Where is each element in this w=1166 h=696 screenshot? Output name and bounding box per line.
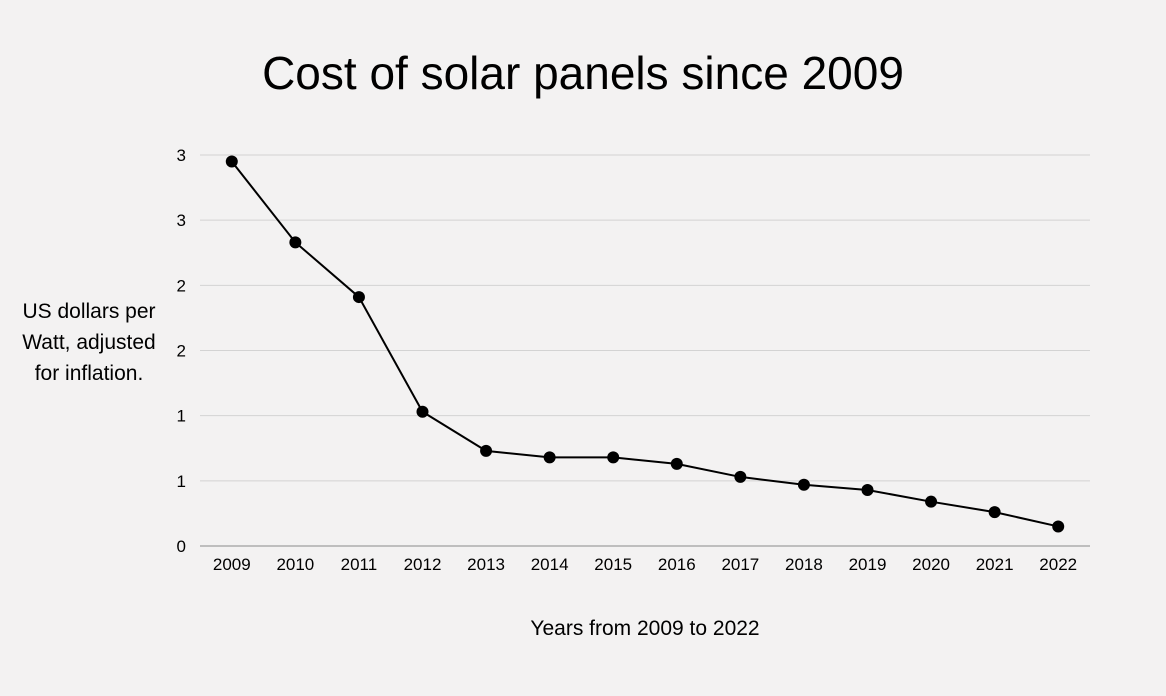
x-tick-label: 2017 [721, 555, 759, 574]
data-point [543, 451, 556, 464]
data-point [480, 444, 493, 457]
data-point [925, 495, 938, 508]
x-tick-label: 2010 [276, 555, 314, 574]
y-axis-label: US dollars per Watt, adjusted for inflat… [22, 300, 156, 385]
x-tick-label: 2021 [976, 555, 1014, 574]
gridlines [200, 154, 1090, 547]
x-tick-label: 2009 [213, 555, 251, 574]
data-point [352, 291, 365, 304]
data-point [416, 405, 429, 418]
x-tick-label: 2016 [658, 555, 696, 574]
data-point [289, 236, 302, 249]
x-tick-label: 2013 [467, 555, 505, 574]
x-tick-label: 2011 [341, 555, 378, 574]
data-point [797, 478, 810, 491]
x-tick-label: 2018 [785, 555, 823, 574]
data-point [861, 483, 874, 496]
y-tick-labels: 0 1 1 2 2 3 3 [177, 146, 186, 556]
data-point [1052, 520, 1065, 533]
data-point [734, 470, 747, 483]
y-tick-label: 3 [177, 146, 186, 165]
x-tick-labels: 2009 2010 2011 2012 2013 2014 2015 2016 2017 2018… [213, 555, 1077, 574]
series-group [225, 155, 1065, 533]
y-tick-label: 3 [177, 211, 186, 230]
chart-title: Cost of solar panels since 2009 [262, 47, 904, 99]
x-tick-label: 2022 [1039, 555, 1077, 574]
y-tick-label: 2 [177, 276, 186, 295]
y-tick-label: 0 [177, 537, 186, 556]
x-axis-label: Years from 2009 to 2022 [530, 617, 760, 640]
x-tick-label: 2020 [912, 555, 950, 574]
y-tick-label: 2 [177, 342, 186, 361]
x-tick-label: 2019 [849, 555, 887, 574]
x-tick-label: 2014 [531, 555, 569, 574]
y-tick-label: 1 [177, 472, 186, 491]
series-line [230, 160, 1059, 528]
x-tick-label: 2012 [404, 555, 442, 574]
data-point [225, 155, 238, 168]
y-tick-label: 1 [177, 407, 186, 426]
data-point [607, 451, 620, 464]
data-point [670, 457, 683, 470]
data-point [988, 506, 1001, 519]
x-tick-label: 2015 [594, 555, 632, 574]
